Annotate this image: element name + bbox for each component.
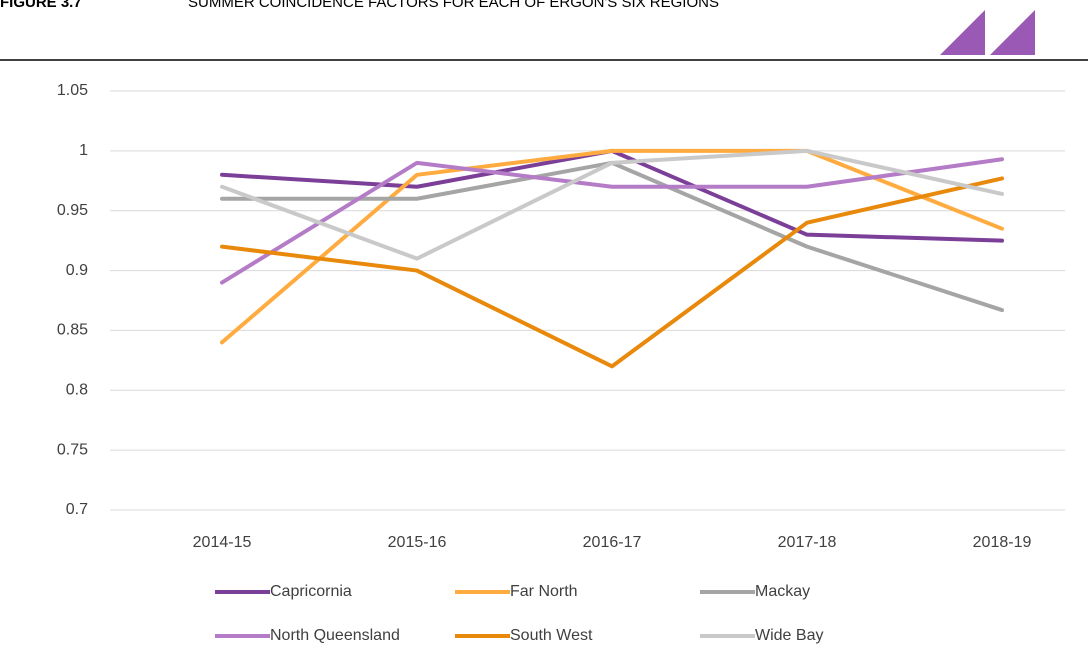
- y-tick-label: 0.75: [57, 441, 88, 458]
- y-tick-label: 0.8: [66, 382, 88, 399]
- legend-label: South West: [510, 627, 593, 644]
- legend-label: Wide Bay: [755, 627, 823, 644]
- x-tick-label: 2015-16: [388, 534, 447, 551]
- y-tick-label: 0.85: [57, 322, 88, 339]
- figure-caption: SUMMER COINCIDENCE FACTORS FOR EACH OF E…: [188, 0, 719, 11]
- logo: [990, 10, 1035, 55]
- series-line: [220, 148, 1004, 345]
- y-tick-label: 0.9: [66, 262, 88, 279]
- y-tick-label: 0.7: [66, 501, 88, 518]
- x-tick-label: 2016-17: [583, 534, 642, 551]
- series-line: [220, 176, 1004, 369]
- series-line: [220, 148, 1004, 261]
- legend-label: Capricornia: [270, 583, 352, 600]
- x-tick-label: 2014-15: [193, 534, 252, 551]
- legend-label: Mackay: [755, 583, 810, 600]
- legend-label: Far North: [510, 583, 578, 600]
- y-tick-label: 0.95: [57, 202, 88, 219]
- series-line: [220, 157, 1004, 285]
- x-tick-label: 2018-19: [973, 534, 1032, 551]
- figure-number: FIGURE 3.7: [0, 0, 82, 11]
- logo: [940, 10, 985, 55]
- y-tick-label: 1.05: [57, 82, 88, 99]
- legend-label: North Queensland: [270, 627, 400, 644]
- y-tick-label: 1: [79, 142, 88, 159]
- x-tick-label: 2017-18: [778, 534, 837, 551]
